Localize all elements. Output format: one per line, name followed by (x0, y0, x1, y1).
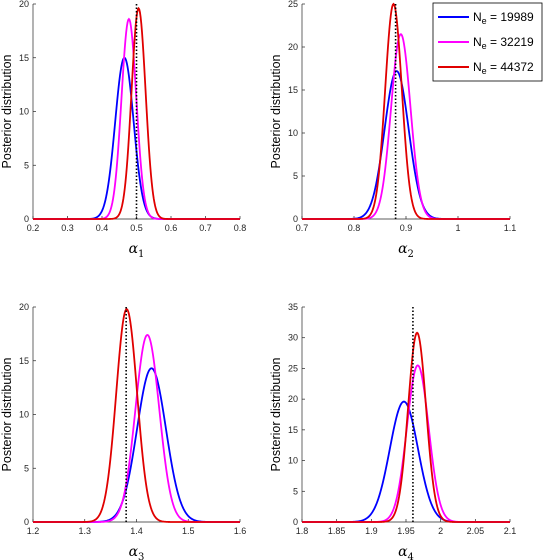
y-tick-label: 10 (19, 410, 29, 420)
y-tick-label: 10 (19, 107, 29, 117)
x-axis-label: α4 (398, 544, 414, 560)
legend-label-3: Ne = 44372 (473, 60, 534, 76)
y-tick-label: 20 (19, 0, 29, 9)
x-tick-label: 1.2 (27, 526, 40, 536)
x-tick-label: 0.2 (27, 223, 40, 233)
x-tick-label: 1.8 (296, 526, 309, 536)
x-tick-label: 0.7 (296, 223, 309, 233)
y-tick-label: 10 (288, 456, 298, 466)
legend-entry-3: Ne = 44372 (438, 60, 534, 76)
legend-entry-2: Ne = 32219 (438, 35, 534, 51)
x-tick-label: 1.6 (234, 526, 247, 536)
legend-label-2: Ne = 32219 (473, 35, 534, 51)
y-axis-label: Posterior distribution (0, 357, 14, 471)
y-tick-label: 0 (293, 214, 298, 224)
y-axis-label: Posterior distribution (269, 54, 283, 168)
series-curve-3 (302, 2, 510, 220)
x-tick-label: 1.1 (504, 223, 517, 233)
x-tick-label: 0.6 (165, 223, 178, 233)
x-tick-label: 2.05 (467, 526, 485, 536)
x-tick-label: 1.9 (365, 526, 378, 536)
y-tick-label: 35 (288, 302, 298, 312)
x-tick-label: 1.95 (397, 526, 415, 536)
x-axis-label: α2 (398, 241, 414, 260)
subplot-4: 1.8 1.85 1.9 1.95 2 2.05 2.1 0 5 10 15 20 25 30 35 Post… (269, 302, 516, 560)
y-tick-label: 20 (19, 302, 29, 312)
x-tick-label: 2 (438, 526, 443, 536)
y-tick-label: 20 (288, 394, 298, 404)
x-tick-label: 0.3 (61, 223, 74, 233)
legend-label-1: Ne = 19989 (473, 10, 534, 26)
y-tick-label: 0 (293, 517, 298, 527)
legend: Ne = 19989 Ne = 32219 Ne = 44372 (432, 2, 543, 82)
y-tick-label: 5 (24, 160, 29, 170)
y-tick-label: 10 (288, 128, 298, 138)
y-axis-label: Posterior distribution (269, 357, 283, 471)
x-tick-label: 0.4 (96, 223, 109, 233)
y-tick-label: 20 (288, 42, 298, 52)
y-tick-label: 25 (288, 0, 298, 9)
x-tick-label: 1.85 (328, 526, 346, 536)
subplot-1: 0.2 0.3 0.4 0.5 0.6 0.7 0.8 0 5 10 15 20 Posterior d… (0, 0, 246, 260)
x-tick-label: 1 (455, 223, 460, 233)
x-axis-label: α1 (129, 241, 145, 260)
y-tick-label: 5 (293, 171, 298, 181)
y-tick-label: 0 (24, 214, 29, 224)
x-tick-label: 1.3 (78, 526, 91, 536)
subplot-2: 0.7 0.8 0.9 1 1.1 0 5 10 15 20 25 Posterior distrib… (269, 0, 516, 260)
legend-entry-1: Ne = 19989 (438, 10, 534, 26)
y-tick-label: 15 (19, 53, 29, 63)
y-tick-label: 25 (288, 363, 298, 373)
x-tick-label: 1.4 (130, 526, 143, 536)
y-tick-label: 15 (19, 356, 29, 366)
series-curve-3 (33, 6, 240, 220)
y-tick-label: 15 (288, 85, 298, 95)
x-tick-label: 1.5 (182, 526, 195, 536)
y-tick-label: 15 (288, 425, 298, 435)
x-tick-label: 0.8 (348, 223, 361, 233)
series-curve-3 (302, 331, 510, 523)
y-tick-label: 0 (24, 517, 29, 527)
x-tick-label: 0.7 (199, 223, 212, 233)
y-axis-label: Posterior distribution (0, 54, 14, 168)
x-tick-label: 0.8 (234, 223, 247, 233)
y-tick-label: 5 (293, 486, 298, 496)
series-curve-3 (33, 308, 240, 523)
x-axis-label: α3 (129, 544, 145, 560)
y-tick-label: 30 (288, 333, 298, 343)
x-tick-label: 0.9 (400, 223, 413, 233)
x-tick-label: 0.5 (130, 223, 143, 233)
subplot-3: 1.2 1.3 1.4 1.5 1.6 0 5 10 15 20 Posterior distrib… (0, 302, 246, 560)
y-tick-label: 5 (24, 463, 29, 473)
x-tick-label: 2.1 (504, 526, 517, 536)
